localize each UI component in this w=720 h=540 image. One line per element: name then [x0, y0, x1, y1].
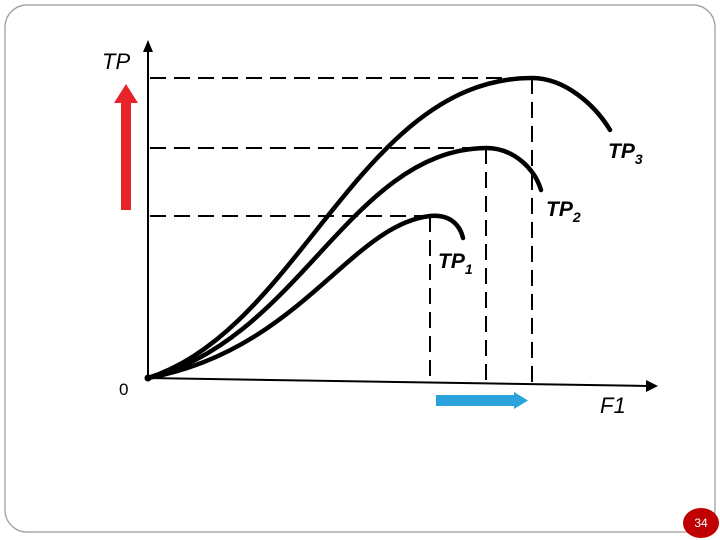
page-number: 34	[694, 516, 708, 530]
y-axis-arrowhead	[143, 40, 153, 52]
slide-frame	[4, 4, 716, 533]
origin-label: 0	[119, 380, 128, 399]
x-axis	[147, 377, 649, 387]
tp3-label: TP3	[608, 140, 643, 167]
up-arrow-shaft	[121, 100, 131, 210]
page-number-badge: 34	[683, 508, 719, 538]
tp2-curve	[145, 145, 544, 381]
tp3-curve	[145, 75, 613, 381]
x-axis-arrowhead	[646, 380, 658, 392]
origin-point	[144, 374, 152, 382]
dashed-guides	[150, 77, 533, 383]
tp1-curve	[145, 213, 466, 381]
tp1-label: TP1	[438, 250, 473, 277]
y-axis-label: TP	[102, 49, 130, 74]
tp2-label: TP2	[546, 198, 581, 225]
increase-up-arrow	[114, 84, 138, 210]
right-arrow-shaft	[436, 395, 516, 406]
up-arrow-head	[114, 84, 138, 103]
curves	[145, 75, 613, 381]
increase-right-arrow	[436, 392, 528, 409]
x-axis-label: F1	[600, 393, 626, 418]
right-arrow-head	[514, 392, 528, 409]
